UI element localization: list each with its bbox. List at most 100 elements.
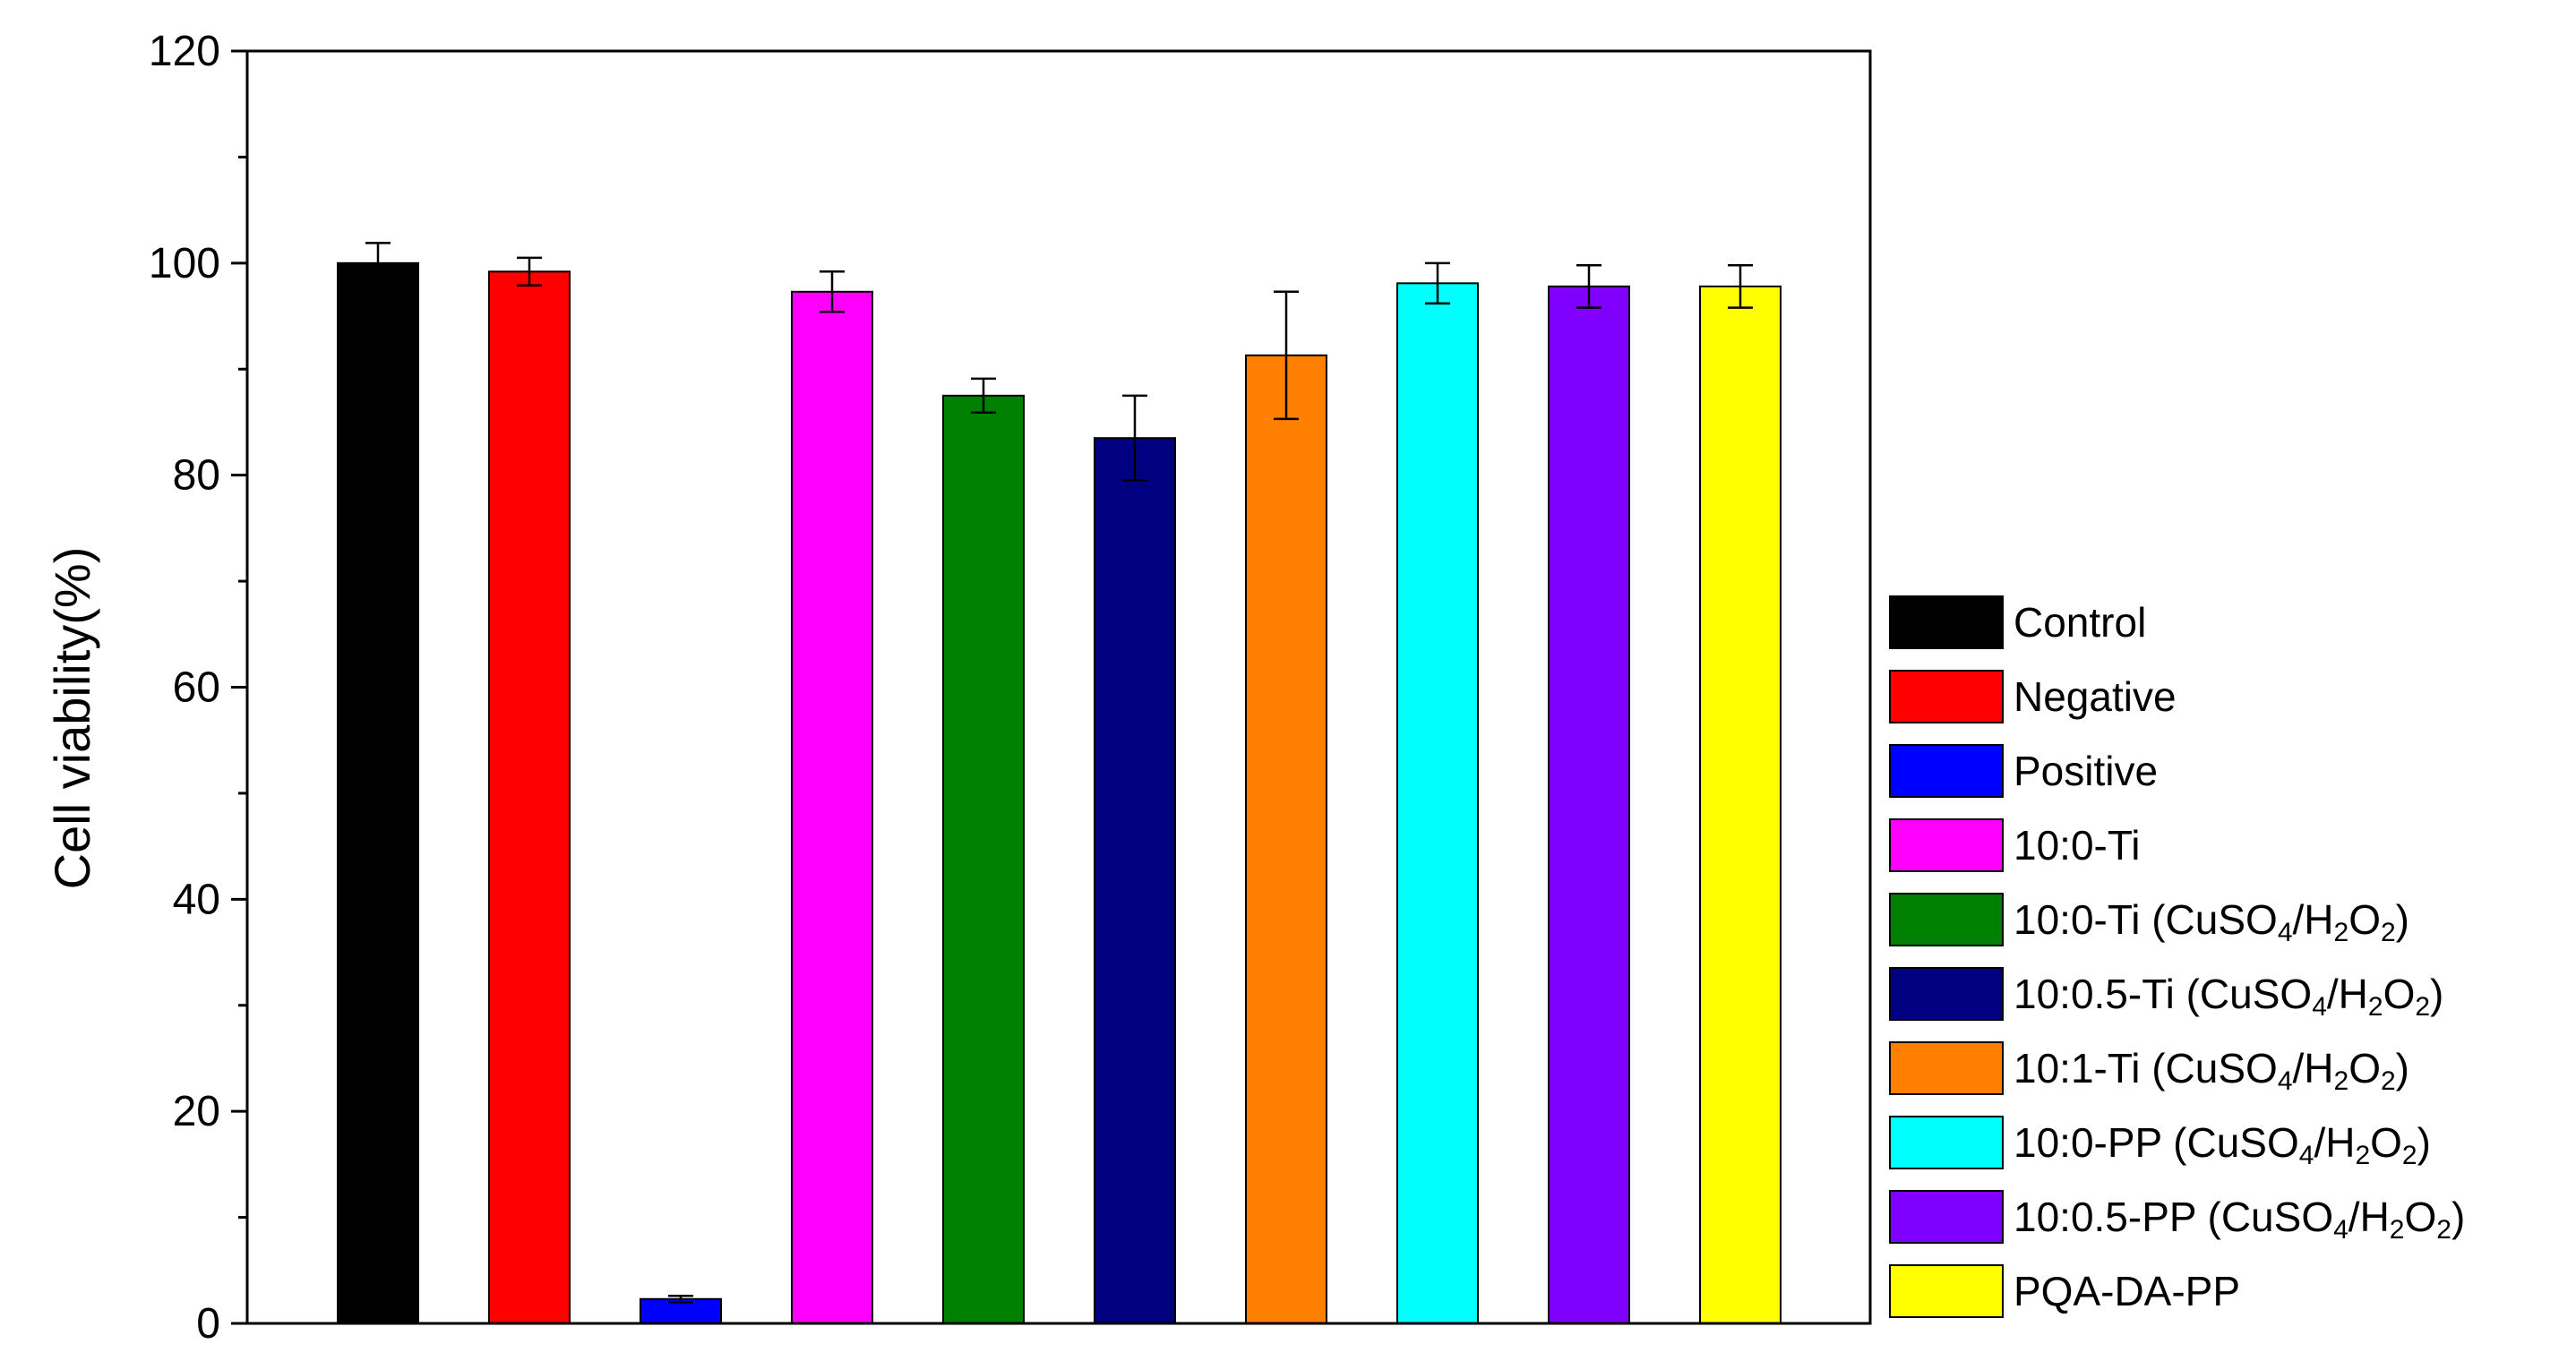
legend-text-part: 10:0.5-PP (CuSO [2014,1194,2333,1240]
legend-item: 10:0-PP (CuSO4/H2O2) [1889,1116,2431,1170]
legend-subscript: 4 [2299,1141,2314,1170]
y-tick-label: 0 [196,1300,220,1348]
legend-subscript: 2 [2381,918,2396,947]
error-bar [1274,290,1299,421]
y-tick-label: 20 [173,1088,220,1135]
legend-label: 10:1-Ti (CuSO4/H2O2) [2014,1045,2409,1096]
legend: Control Negative Positive 10:0-Ti 10:0-Ti (C… [1889,595,2465,1318]
bar [1245,354,1327,1324]
legend-label: 10:0-PP (CuSO4/H2O2) [2014,1119,2431,1170]
legend-swatch [1889,744,2004,798]
legend-subscript: 4 [2312,992,2327,1022]
y-axis: 0 20 40 60 80 100 120 [149,28,247,1348]
legend-text-part: PQA-DA-PP [2014,1268,2240,1314]
legend-subscript: 2 [2402,1141,2417,1170]
legend-text-part: Positive [2014,748,2158,794]
error-bar [820,270,845,313]
legend-item: 10:0-Ti (CuSO4/H2O2) [1889,893,2409,947]
legend-label: 10:0.5-Ti (CuSO4/H2O2) [2014,971,2443,1022]
error-bar [1122,394,1147,482]
legend-swatch [1889,967,2004,1021]
legend-text-part: 10:1-Ti (CuSO [2014,1045,2278,1091]
legend-label: Control [2014,599,2146,646]
legend-swatch [1889,1190,2004,1244]
legend-subscript: 4 [2278,918,2293,947]
legend-subscript: 2 [2381,1066,2396,1096]
legend-subscript: 2 [2390,1215,2405,1245]
error-bars [365,242,1753,1304]
legend-label: PQA-DA-PP [2014,1268,2240,1314]
y-tick-label: 40 [173,876,220,923]
y-tick-label: 80 [173,452,220,500]
legend-text-part: /H [2327,971,2368,1017]
legend-text-part: O [2404,1194,2436,1240]
bar [942,394,1025,1325]
bar [1396,282,1479,1324]
bar [1699,285,1782,1324]
legend-subscript: 2 [2355,1141,2370,1170]
legend-text-part: Control [2014,599,2146,646]
legend-subscript: 2 [2415,992,2430,1022]
legend-subscript: 2 [2436,1215,2451,1245]
legend-subscript: 2 [2368,992,2383,1022]
legend-text-part: O [2383,971,2416,1017]
legend-text-part: ) [2417,1119,2431,1166]
bar [791,290,873,1325]
legend-subscript: 2 [2334,918,2349,947]
legend-swatch [1889,595,2004,649]
legend-text-part: ) [2430,971,2443,1017]
legend-item: Positive [1889,744,2158,798]
y-tick-label: 100 [149,240,220,287]
legend-item: 10:0.5-Ti (CuSO4/H2O2) [1889,967,2443,1022]
legend-text-part: 10:0-Ti (CuSO [2014,896,2278,943]
legend-label: 10:0-Ti (CuSO4/H2O2) [2014,896,2409,947]
legend-item: 10:0-Ti [1889,818,2140,872]
legend-text-part: Negative [2014,673,2177,720]
y-axis-title: Cell viability(%) [44,547,100,890]
legend-text-part: ) [2451,1194,2465,1240]
legend-item: Control [1889,595,2146,649]
legend-swatch [1889,818,2004,872]
error-bar [971,377,996,415]
legend-label: 10:0-Ti [2014,822,2140,869]
legend-text-part: /H [2293,896,2334,943]
legend-label: 10:0.5-PP (CuSO4/H2O2) [2014,1194,2465,1245]
legend-swatch [1889,1264,2004,1318]
legend-item: Negative [1889,670,2177,723]
legend-label: Positive [2014,748,2158,794]
error-bar [517,256,542,287]
error-bar [1728,263,1753,309]
legend-text-part: O [2348,896,2381,943]
legend-swatch [1889,893,2004,946]
y-tick-label: 60 [173,664,220,712]
legend-item: PQA-DA-PP [1889,1264,2240,1318]
legend-text-part: ) [2396,1045,2409,1091]
legend-text-part: ) [2396,896,2409,943]
bar [337,261,419,1324]
bar [488,270,571,1325]
legend-subscript: 4 [2333,1215,2348,1245]
error-bar [1425,261,1450,305]
bar [640,1297,722,1324]
legend-subscript: 4 [2278,1066,2293,1096]
legend-text-part: 10:0-PP (CuSO [2014,1119,2299,1166]
legend-swatch [1889,1116,2004,1169]
legend-text-part: /H [2293,1045,2334,1091]
bar [1548,285,1630,1324]
bar [1094,437,1176,1324]
legend-subscript: 2 [2334,1066,2349,1096]
plot-frame [245,49,1872,1325]
legend-item: 10:0.5-PP (CuSO4/H2O2) [1889,1190,2465,1245]
error-bar [365,242,391,285]
legend-text-part: 10:0.5-Ti (CuSO [2014,971,2312,1017]
error-bar [1576,263,1601,309]
error-bar [668,1294,693,1304]
bars [337,261,1782,1325]
legend-text-part: /H [2314,1119,2355,1166]
legend-swatch [1889,1041,2004,1095]
legend-text-part: O [2348,1045,2381,1091]
legend-text-part: 10:0-Ti [2014,822,2140,869]
legend-text-part: /H [2348,1194,2390,1240]
legend-text-part: O [2370,1119,2402,1166]
